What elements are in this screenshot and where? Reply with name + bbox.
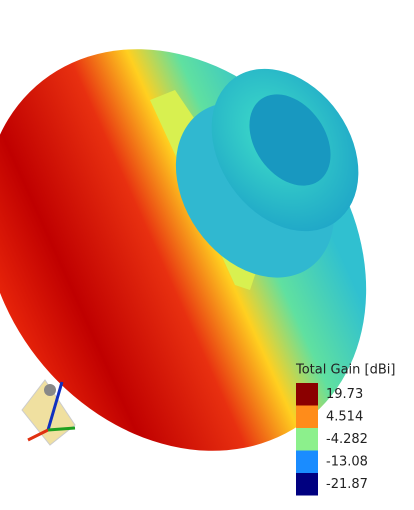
- legend-swatch: [296, 473, 318, 496]
- legend-swatch: [296, 451, 318, 474]
- legend-label: -13.08: [326, 454, 368, 469]
- screenshot: Total Gain [dBi] 19.73 4.514 -4.282 -13.08 -…: [0, 0, 414, 510]
- legend-label: 4.514: [326, 409, 363, 424]
- legend-title: Total Gain [dBi]: [295, 363, 395, 378]
- legend-swatch: [296, 406, 318, 429]
- legend-swatch: [296, 383, 318, 406]
- axes-marker: [44, 384, 56, 396]
- legend-swatch: [296, 428, 318, 451]
- legend-label: -21.87: [326, 477, 368, 492]
- axis-y: [48, 428, 75, 430]
- legend-label: 19.73: [326, 387, 363, 402]
- legend-label: -4.282: [326, 432, 368, 447]
- legend: 19.73 4.514 -4.282 -13.08 -21.87: [296, 383, 368, 496]
